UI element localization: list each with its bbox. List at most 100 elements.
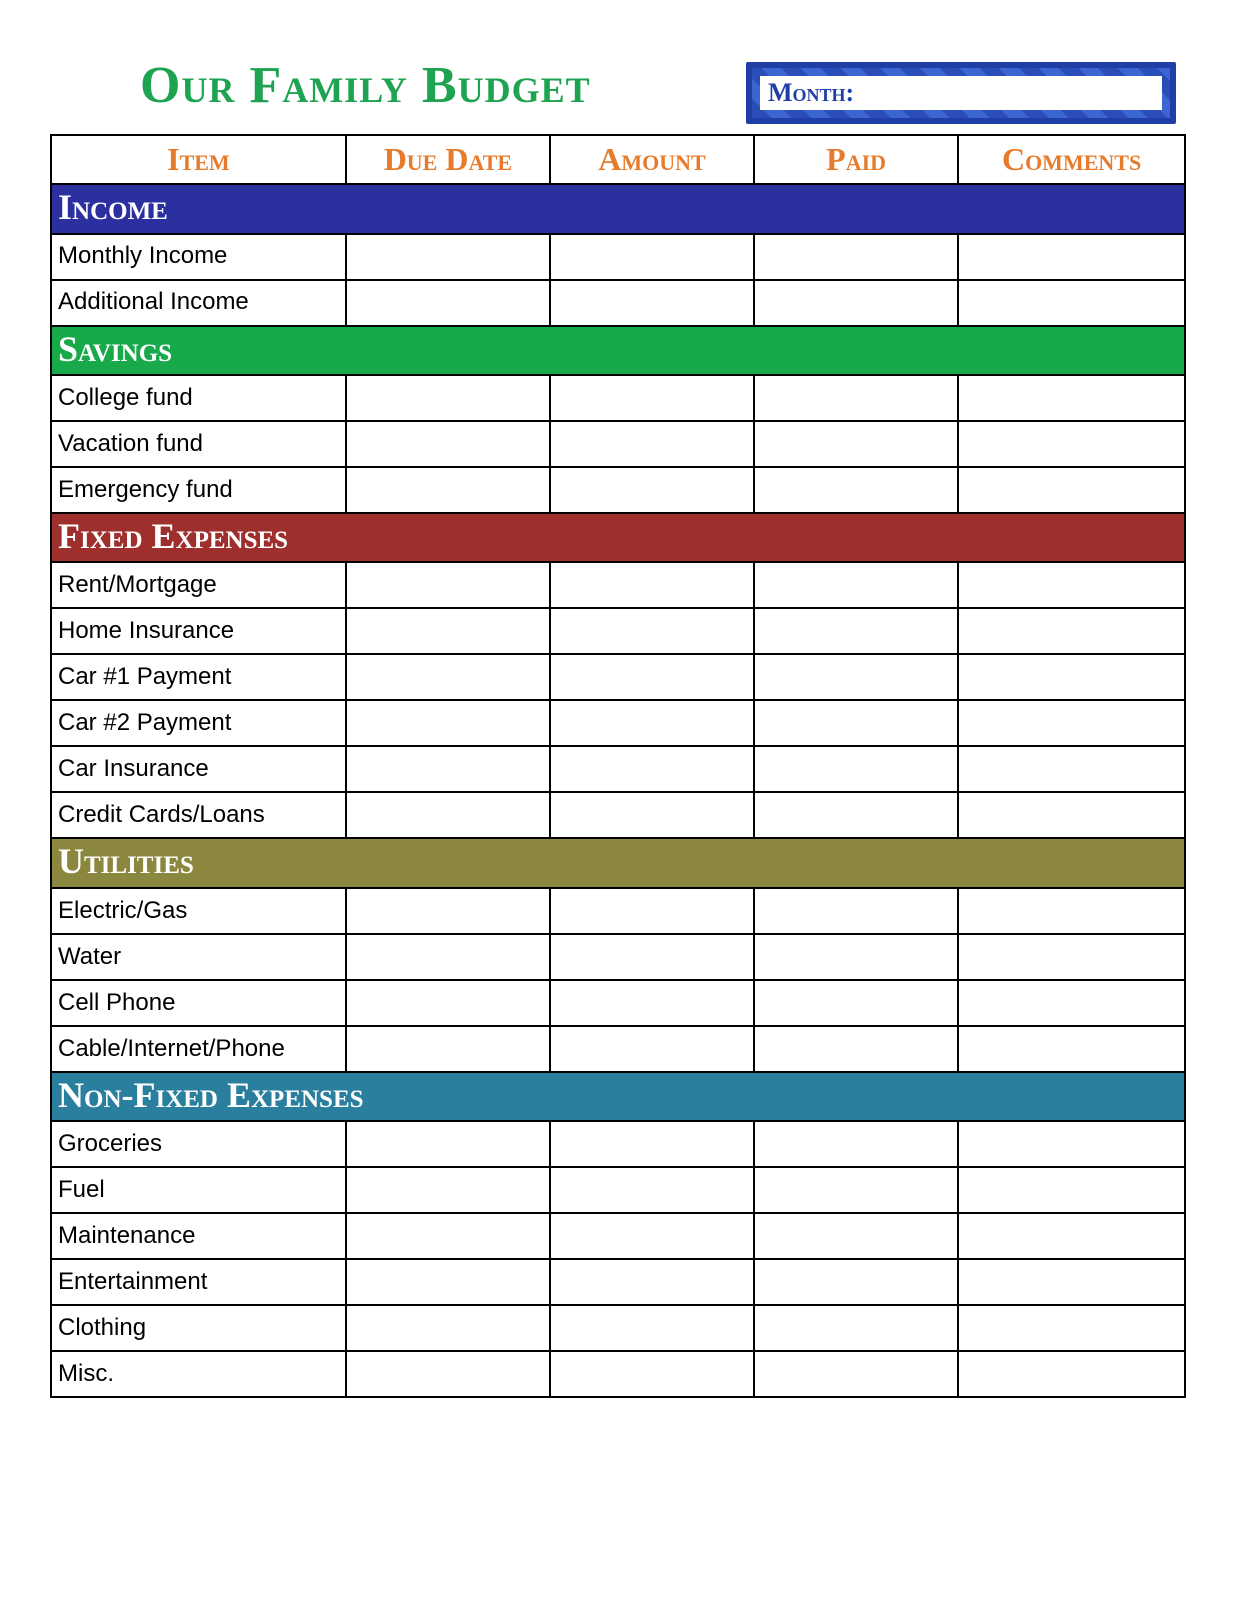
amount-cell[interactable] — [550, 467, 754, 513]
amount-cell[interactable] — [550, 1167, 754, 1213]
due_date-cell[interactable] — [346, 280, 550, 326]
amount-cell[interactable] — [550, 375, 754, 421]
amount-cell[interactable] — [550, 980, 754, 1026]
due_date-cell[interactable] — [346, 980, 550, 1026]
amount-cell[interactable] — [550, 1351, 754, 1397]
comments-cell[interactable] — [958, 421, 1185, 467]
comments-cell[interactable] — [958, 1259, 1185, 1305]
table-row: Car #2 Payment — [51, 700, 1185, 746]
paid-cell[interactable] — [754, 792, 958, 838]
section-header-label: Fixed Expenses — [51, 513, 1185, 562]
amount-cell[interactable] — [550, 562, 754, 608]
comments-cell[interactable] — [958, 375, 1185, 421]
table-row: Misc. — [51, 1351, 1185, 1397]
comments-cell[interactable] — [958, 1026, 1185, 1072]
comments-cell[interactable] — [958, 934, 1185, 980]
due_date-cell[interactable] — [346, 1026, 550, 1072]
table-row: Entertainment — [51, 1259, 1185, 1305]
due_date-cell[interactable] — [346, 234, 550, 280]
comments-cell[interactable] — [958, 280, 1185, 326]
comments-cell[interactable] — [958, 562, 1185, 608]
comments-cell[interactable] — [958, 654, 1185, 700]
comments-cell[interactable] — [958, 746, 1185, 792]
comments-cell[interactable] — [958, 1213, 1185, 1259]
comments-cell[interactable] — [958, 980, 1185, 1026]
section-header: Utilities — [51, 838, 1185, 887]
due_date-cell[interactable] — [346, 1167, 550, 1213]
due_date-cell[interactable] — [346, 467, 550, 513]
due_date-cell[interactable] — [346, 700, 550, 746]
due_date-cell[interactable] — [346, 746, 550, 792]
amount-cell[interactable] — [550, 608, 754, 654]
paid-cell[interactable] — [754, 608, 958, 654]
due_date-cell[interactable] — [346, 421, 550, 467]
amount-cell[interactable] — [550, 280, 754, 326]
comments-cell[interactable] — [958, 888, 1185, 934]
paid-cell[interactable] — [754, 700, 958, 746]
paid-cell[interactable] — [754, 1167, 958, 1213]
amount-cell[interactable] — [550, 746, 754, 792]
amount-cell[interactable] — [550, 1213, 754, 1259]
due_date-cell[interactable] — [346, 1259, 550, 1305]
comments-cell[interactable] — [958, 700, 1185, 746]
due_date-cell[interactable] — [346, 888, 550, 934]
due_date-cell[interactable] — [346, 562, 550, 608]
paid-cell[interactable] — [754, 746, 958, 792]
table-row: Car #1 Payment — [51, 654, 1185, 700]
amount-cell[interactable] — [550, 700, 754, 746]
paid-cell[interactable] — [754, 934, 958, 980]
comments-cell[interactable] — [958, 234, 1185, 280]
item-cell: College fund — [51, 375, 346, 421]
paid-cell[interactable] — [754, 1026, 958, 1072]
month-box[interactable]: Month: — [746, 62, 1176, 124]
paid-cell[interactable] — [754, 980, 958, 1026]
table-row: Electric/Gas — [51, 888, 1185, 934]
comments-cell[interactable] — [958, 1305, 1185, 1351]
amount-cell[interactable] — [550, 421, 754, 467]
due_date-cell[interactable] — [346, 608, 550, 654]
paid-cell[interactable] — [754, 654, 958, 700]
amount-cell[interactable] — [550, 234, 754, 280]
col-header-amount: Amount — [550, 135, 754, 184]
paid-cell[interactable] — [754, 1305, 958, 1351]
paid-cell[interactable] — [754, 1121, 958, 1167]
comments-cell[interactable] — [958, 1121, 1185, 1167]
paid-cell[interactable] — [754, 1259, 958, 1305]
paid-cell[interactable] — [754, 421, 958, 467]
amount-cell[interactable] — [550, 888, 754, 934]
comments-cell[interactable] — [958, 792, 1185, 838]
amount-cell[interactable] — [550, 934, 754, 980]
paid-cell[interactable] — [754, 234, 958, 280]
item-cell: Fuel — [51, 1167, 346, 1213]
due_date-cell[interactable] — [346, 654, 550, 700]
comments-cell[interactable] — [958, 1351, 1185, 1397]
paid-cell[interactable] — [754, 375, 958, 421]
amount-cell[interactable] — [550, 1121, 754, 1167]
due_date-cell[interactable] — [346, 1351, 550, 1397]
paid-cell[interactable] — [754, 467, 958, 513]
item-cell: Water — [51, 934, 346, 980]
amount-cell[interactable] — [550, 1305, 754, 1351]
comments-cell[interactable] — [958, 467, 1185, 513]
item-cell: Credit Cards/Loans — [51, 792, 346, 838]
due_date-cell[interactable] — [346, 375, 550, 421]
due_date-cell[interactable] — [346, 1305, 550, 1351]
table-row: Rent/Mortgage — [51, 562, 1185, 608]
amount-cell[interactable] — [550, 792, 754, 838]
due_date-cell[interactable] — [346, 1121, 550, 1167]
due_date-cell[interactable] — [346, 1213, 550, 1259]
comments-cell[interactable] — [958, 1167, 1185, 1213]
paid-cell[interactable] — [754, 280, 958, 326]
amount-cell[interactable] — [550, 1026, 754, 1072]
amount-cell[interactable] — [550, 654, 754, 700]
due_date-cell[interactable] — [346, 792, 550, 838]
table-row: Home Insurance — [51, 608, 1185, 654]
due_date-cell[interactable] — [346, 934, 550, 980]
paid-cell[interactable] — [754, 888, 958, 934]
comments-cell[interactable] — [958, 608, 1185, 654]
paid-cell[interactable] — [754, 562, 958, 608]
amount-cell[interactable] — [550, 1259, 754, 1305]
paid-cell[interactable] — [754, 1213, 958, 1259]
paid-cell[interactable] — [754, 1351, 958, 1397]
table-row: Cable/Internet/Phone — [51, 1026, 1185, 1072]
